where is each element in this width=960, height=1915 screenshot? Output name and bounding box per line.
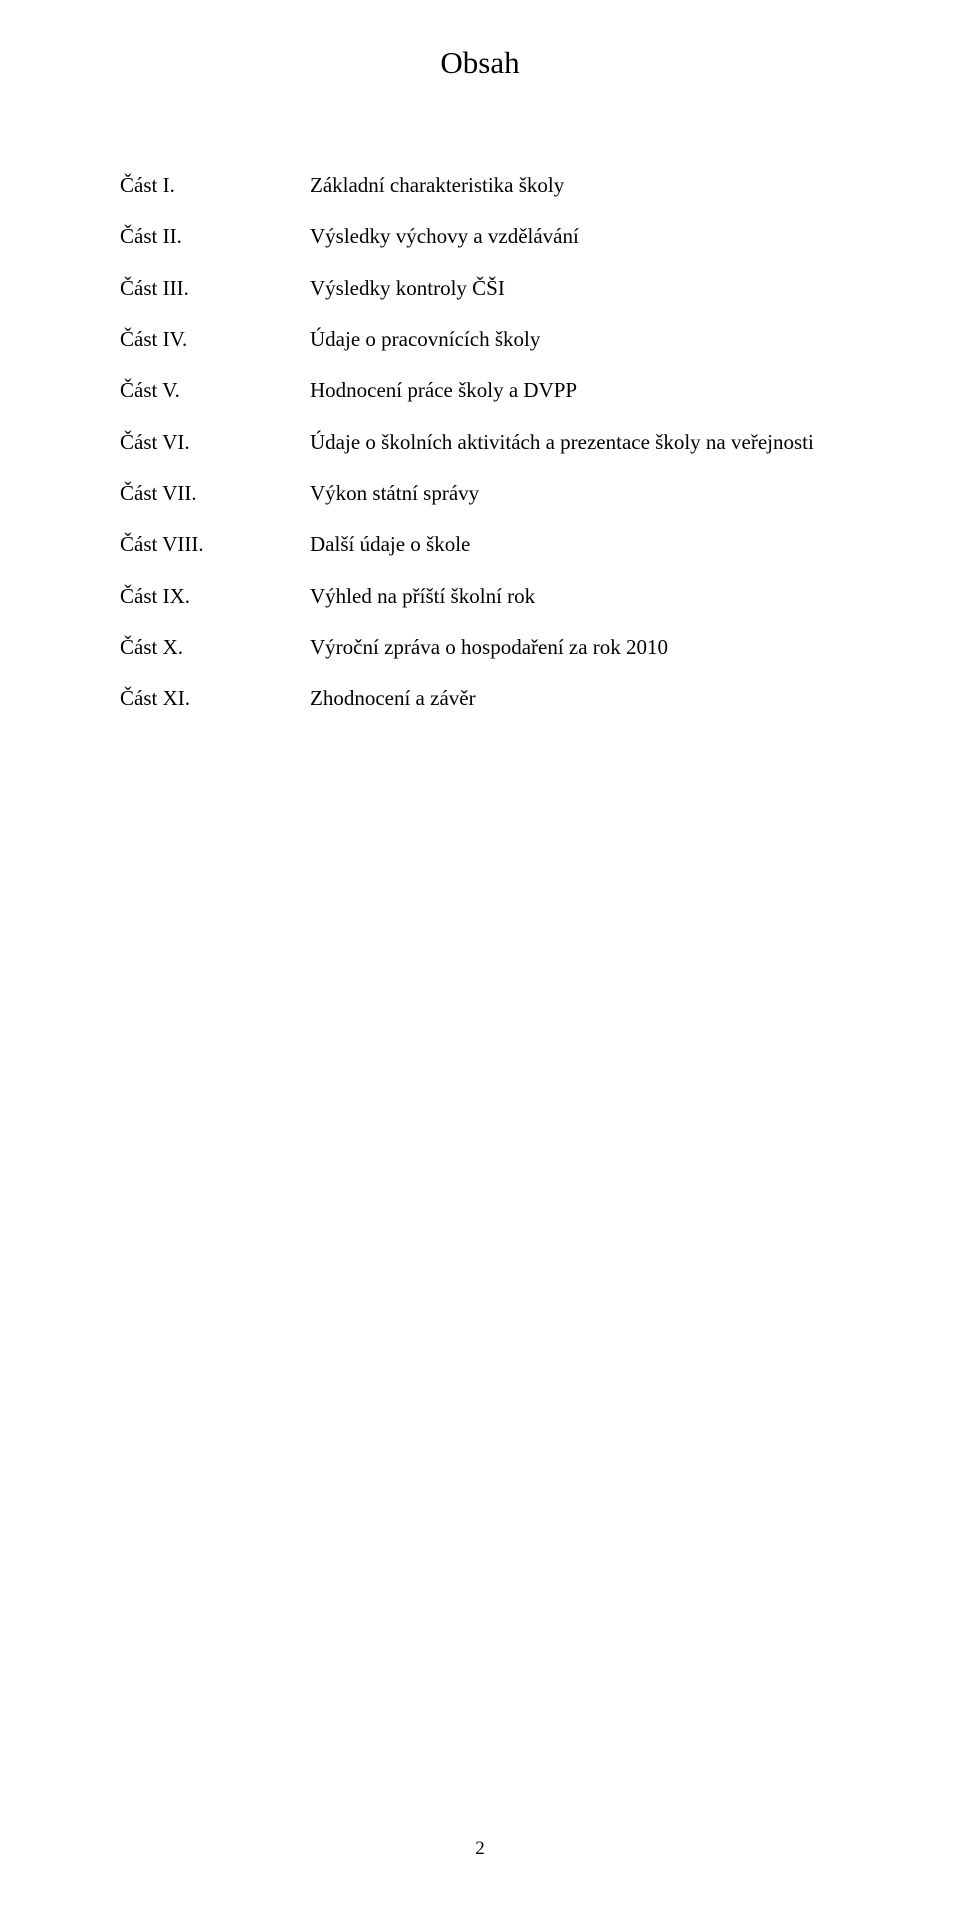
toc-row: Část VII. Výkon státní správy — [120, 479, 814, 530]
toc-part: Část VI. — [120, 428, 310, 479]
toc-row: Část VI. Údaje o školních aktivitách a p… — [120, 428, 814, 479]
toc-row: Část X. Výroční zpráva o hospodaření za … — [120, 633, 814, 684]
toc-part: Část X. — [120, 633, 310, 684]
toc-row: Část VIII. Další údaje o škole — [120, 530, 814, 581]
toc-row: Část III. Výsledky kontroly ČŠI — [120, 274, 814, 325]
toc-table: Část I. Základní charakteristika školy Č… — [120, 171, 814, 736]
toc-part: Část XI. — [120, 684, 310, 735]
toc-desc: Výsledky kontroly ČŠI — [310, 274, 814, 325]
toc-row: Část XI. Zhodnocení a závěr — [120, 684, 814, 735]
toc-desc: Výsledky výchovy a vzdělávání — [310, 222, 814, 273]
toc-desc: Další údaje o škole — [310, 530, 814, 581]
toc-desc: Údaje o školních aktivitách a prezentace… — [310, 428, 814, 479]
page-title: Obsah — [120, 45, 840, 81]
toc-part: Část IX. — [120, 582, 310, 633]
toc-desc: Údaje o pracovnících školy — [310, 325, 814, 376]
toc-desc: Hodnocení práce školy a DVPP — [310, 376, 814, 427]
toc-row: Část IX. Výhled na příští školní rok — [120, 582, 814, 633]
toc-part: Část VIII. — [120, 530, 310, 581]
toc-desc: Výhled na příští školní rok — [310, 582, 814, 633]
toc-part: Část IV. — [120, 325, 310, 376]
page-number: 2 — [0, 1838, 960, 1860]
toc-part: Část I. — [120, 171, 310, 222]
toc-part: Část V. — [120, 376, 310, 427]
toc-desc: Výroční zpráva o hospodaření za rok 2010 — [310, 633, 814, 684]
toc-part: Část II. — [120, 222, 310, 273]
toc-desc: Základní charakteristika školy — [310, 171, 814, 222]
toc-part: Část III. — [120, 274, 310, 325]
page-content: Obsah Část I. Základní charakteristika š… — [0, 0, 960, 736]
toc-row: Část II. Výsledky výchovy a vzdělávání — [120, 222, 814, 273]
toc-desc: Výkon státní správy — [310, 479, 814, 530]
toc-desc: Zhodnocení a závěr — [310, 684, 814, 735]
toc-row: Část I. Základní charakteristika školy — [120, 171, 814, 222]
toc-row: Část V. Hodnocení práce školy a DVPP — [120, 376, 814, 427]
toc-row: Část IV. Údaje o pracovnících školy — [120, 325, 814, 376]
toc-part: Část VII. — [120, 479, 310, 530]
